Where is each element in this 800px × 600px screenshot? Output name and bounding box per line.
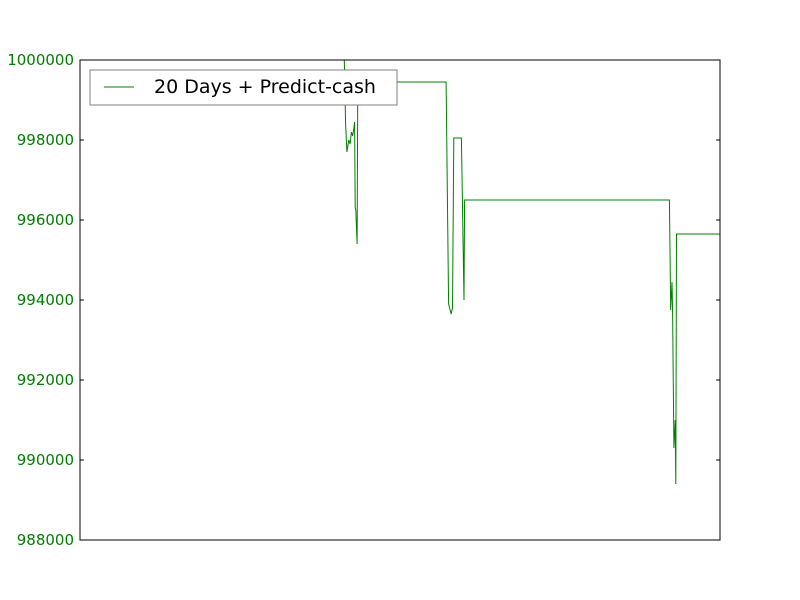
legend-box <box>89 69 398 106</box>
y-tick-label: 1000000 <box>7 51 74 69</box>
y-tick-label: 996000 <box>17 211 74 229</box>
series-layer <box>343 60 720 485</box>
y-tick-label: 992000 <box>17 371 74 389</box>
plot-area-frame <box>79 59 721 541</box>
legend-label: 20 Days + Predict-cash <box>154 76 376 98</box>
y-axis-ticks: 988000 990000 992000 994000 996000 998000 1000… <box>7 51 720 549</box>
legend: 20 Days + Predict-cash <box>89 69 398 106</box>
y-tick-label: 990000 <box>17 451 74 469</box>
y-tick-label: 994000 <box>17 291 74 309</box>
y-tick-label: 998000 <box>17 131 74 149</box>
y-tick-label: 988000 <box>17 531 74 549</box>
series-line-0 <box>343 60 720 485</box>
